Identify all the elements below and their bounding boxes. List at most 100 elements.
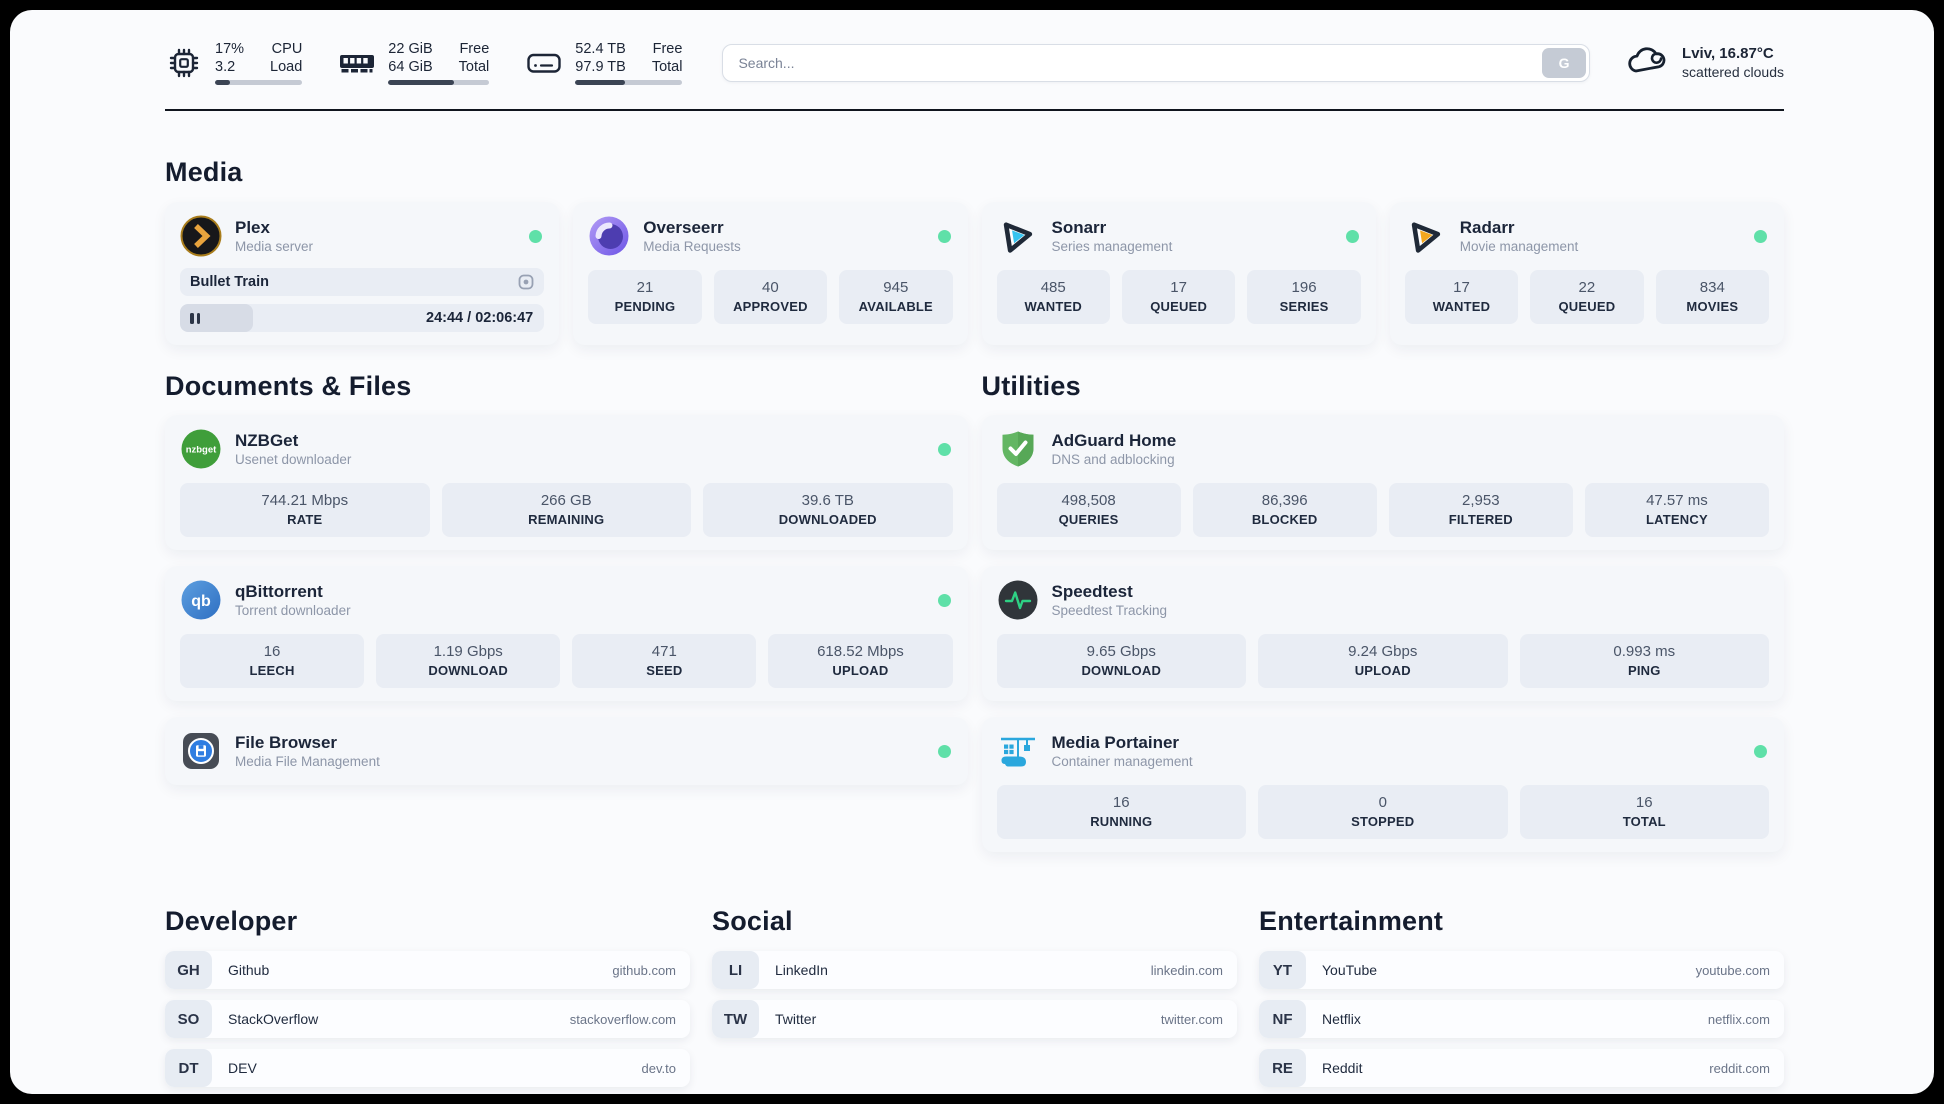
sonarr-icon [997, 215, 1039, 257]
app-card-nzbget[interactable]: nzbget NZBGet Usenet downloader 744.21 M… [165, 415, 968, 550]
stat-ping: 0.993 ms PING [1519, 634, 1769, 688]
app-desc: Media Requests [643, 239, 741, 254]
app-name: NZBGet [235, 431, 299, 450]
app-desc: Media server [235, 239, 314, 254]
playback-time: 24:44 / 02:06:47 [426, 310, 534, 326]
app-card-speedtest[interactable]: Speedtest Speedtest Tracking 9.65 Gbps D… [981, 566, 1784, 701]
app-name: Plex [235, 218, 270, 237]
now-playing-title: Bullet Train [190, 274, 269, 290]
bookmark-url: linkedin.com [1150, 962, 1223, 978]
status-dot [937, 593, 951, 607]
app-desc: DNS and adblocking [1051, 452, 1175, 467]
speedtest-icon [997, 579, 1039, 621]
top-bar: 17% 3.2 CPU Load [165, 40, 1784, 85]
memory-progress [388, 80, 490, 85]
stat-queries: 498,508 QUERIES [996, 483, 1181, 537]
stat-leech: 16 LEECH [180, 634, 365, 688]
player-bar[interactable]: 24:44 / 02:06:47 [180, 304, 545, 332]
disk-label-1: Free [652, 41, 683, 57]
status-dot [1754, 229, 1767, 243]
app-name: Radarr [1459, 218, 1515, 237]
app-card-adguard[interactable]: AdGuard Home DNS and adblocking 498,508 … [981, 415, 1784, 550]
section-title: Entertainment [1259, 906, 1444, 936]
stat-remaining: 266 GB REMAINING [441, 483, 691, 537]
bookmark-abbr: GH [165, 951, 212, 989]
bookmark-abbr: YT [1259, 951, 1306, 989]
qbittorrent-icon: qb [180, 579, 222, 621]
bookmark-dev[interactable]: DT DEV dev.to [165, 1049, 690, 1087]
system-stats: 17% 3.2 CPU Load [165, 40, 683, 85]
adguard-icon [997, 428, 1039, 470]
disk-total: 97.9 TB [575, 59, 626, 75]
bookmark-url: github.com [612, 962, 676, 978]
app-card-overseerr[interactable]: Overseerr Media Requests 21 PENDING 40 A… [573, 202, 968, 345]
portainer-icon [997, 730, 1039, 772]
dashboard: 17% 3.2 CPU Load [10, 10, 1934, 1094]
stat-series: 196 SERIES [1247, 270, 1361, 324]
stat-movies: 834 MOVIES [1655, 270, 1770, 324]
memory-icon [338, 50, 376, 76]
stat-running: 16 RUNNING [996, 785, 1246, 839]
stat-rate: 744.21 Mbps RATE [180, 483, 430, 537]
now-playing-row: Bullet Train [180, 268, 545, 296]
stat-download: 9.65 Gbps DOWNLOAD [996, 634, 1246, 688]
bookmark-netflix[interactable]: NF Netflix netflix.com [1259, 1000, 1784, 1038]
disk-icon [525, 49, 563, 77]
bookmark-name: StackOverflow [228, 1011, 319, 1027]
disk-label-2: Total [651, 59, 683, 75]
radarr-icon [1405, 215, 1447, 257]
app-desc: Container management [1051, 754, 1193, 769]
session-icon[interactable] [518, 274, 534, 290]
stat-seed: 471 SEED [572, 634, 757, 688]
nzbget-icon: nzbget [180, 428, 222, 470]
stat-blocked: 86,396 BLOCKED [1192, 483, 1377, 537]
memory-label-1: Free [459, 41, 490, 57]
app-card-plex[interactable]: Plex Media server Bullet Train [165, 202, 560, 345]
app-card-qbittorrent[interactable]: qb qBittorrent Torrent downloader 16 LEE… [165, 566, 968, 701]
app-card-sonarr[interactable]: Sonarr Series management 485 WANTED 17 Q… [981, 202, 1376, 345]
bookmark-twitter[interactable]: TW Twitter twitter.com [712, 1000, 1237, 1038]
bookmark-abbr: SO [165, 1000, 212, 1038]
bookmark-name: DEV [228, 1060, 257, 1076]
svg-text:qb: qb [191, 593, 211, 610]
bookmark-name: Reddit [1322, 1060, 1363, 1076]
bookmark-reddit[interactable]: RE Reddit reddit.com [1259, 1049, 1784, 1087]
app-card-portainer[interactable]: Media Portainer Container management 16 … [981, 717, 1784, 852]
bookmark-abbr: TW [712, 1000, 759, 1038]
disk-widget: 52.4 TB 97.9 TB Free Total [525, 40, 683, 85]
section-title: Developer [165, 906, 298, 936]
app-desc: Usenet downloader [235, 452, 352, 467]
section-media: Media Plex Media server [165, 157, 1784, 345]
pause-icon[interactable] [190, 312, 200, 324]
header-divider [165, 109, 1784, 111]
section-utilities: Utilities AdGuard Home [981, 371, 1784, 852]
bookmark-abbr: DT [165, 1049, 212, 1087]
bookmark-name: YouTube [1322, 962, 1378, 978]
app-desc: Series management [1051, 239, 1173, 254]
stat-available: 945 AVAILABLE [839, 270, 953, 324]
bookmark-name: Netflix [1322, 1011, 1361, 1027]
app-card-radarr[interactable]: Radarr Movie management 17 WANTED 22 QUE… [1389, 202, 1784, 345]
app-name: Media Portainer [1051, 733, 1180, 752]
bookmark-url: netflix.com [1707, 1011, 1770, 1027]
stat-pending: 21 PENDING [588, 270, 702, 324]
search-engine-button[interactable]: G [1542, 47, 1587, 78]
app-name: Sonarr [1051, 218, 1107, 237]
disk-free: 52.4 TB [575, 41, 626, 57]
search-input[interactable] [722, 43, 1591, 82]
stat-downloaded: 39.6 TB DOWNLOADED [703, 483, 953, 537]
bookmark-youtube[interactable]: YT YouTube youtube.com [1259, 951, 1784, 989]
bookmark-linkedin[interactable]: LI LinkedIn linkedin.com [712, 951, 1237, 989]
app-name: qBittorrent [235, 582, 323, 601]
app-name: AdGuard Home [1051, 431, 1177, 450]
app-card-filebrowser[interactable]: File Browser Media File Management [165, 717, 968, 785]
weather-location: Lviv, 16.87°C [1682, 44, 1774, 62]
bookmark-stackoverflow[interactable]: SO StackOverflow stackoverflow.com [165, 1000, 690, 1038]
status-dot [937, 744, 951, 758]
disk-progress [575, 80, 683, 85]
bookmark-github[interactable]: GH Github github.com [165, 951, 690, 989]
cpu-icon [165, 45, 203, 81]
app-name: Speedtest [1051, 582, 1133, 601]
stat-total: 16 TOTAL [1519, 785, 1769, 839]
bookmark-url: youtube.com [1695, 962, 1770, 978]
